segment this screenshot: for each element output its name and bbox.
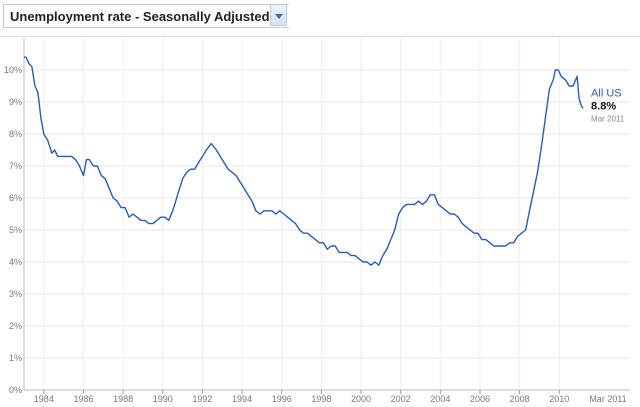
- last-date-label: Mar 2011: [591, 114, 625, 123]
- series-name-label: All US: [591, 87, 622, 99]
- x-tick-label: 1996: [272, 394, 292, 404]
- y-tick-label: 10%: [4, 65, 22, 75]
- y-tick-label: 3%: [9, 289, 22, 299]
- chart-title: Unemployment rate - Seasonally Adjusted: [10, 8, 270, 24]
- x-tick-label: 1998: [311, 394, 331, 404]
- series-line[interactable]: [24, 56, 584, 266]
- y-tick-label: 0%: [9, 385, 22, 395]
- x-end-label: Mar 2011: [589, 394, 626, 404]
- x-tick-label: 1990: [153, 394, 173, 404]
- y-tick-label: 2%: [9, 321, 22, 331]
- x-tick-label: 1988: [113, 394, 133, 404]
- metric-selector[interactable]: Unemployment rate - Seasonally Adjusted …: [3, 4, 289, 28]
- x-tick-label: 2002: [391, 394, 411, 404]
- y-tick-label: 6%: [9, 193, 22, 203]
- metric-dropdown-button[interactable]: [270, 4, 287, 26]
- y-tick-label: 9%: [9, 97, 22, 107]
- y-axis: 0% 1% 2% 3% 4% 5% 6% 7% 8% 9% 10%: [4, 65, 22, 395]
- x-tick-label: 1986: [73, 394, 93, 404]
- x-tick-label: 2010: [549, 394, 569, 404]
- x-axis: 1984 1986 1988 1990 1992 1994 1996 1998 2000 2002…: [34, 390, 627, 404]
- y-tick-label: 7%: [9, 161, 22, 171]
- x-tick-label: 2000: [351, 394, 371, 404]
- chevron-down-icon: [275, 14, 283, 19]
- chart-grid: [23, 38, 630, 391]
- y-tick-label: 5%: [9, 225, 22, 235]
- y-tick-label: 4%: [9, 257, 22, 267]
- series-layer: [24, 56, 584, 266]
- chart-header: Unemployment rate - Seasonally Adjusted …: [0, 0, 640, 37]
- x-tick-label: 2008: [510, 394, 530, 404]
- x-tick-label: 1994: [232, 394, 252, 404]
- y-tick-label: 8%: [9, 129, 22, 139]
- x-tick-label: 2004: [430, 394, 450, 404]
- last-value-label: 8.8%: [591, 100, 616, 112]
- x-tick-label: 1992: [192, 394, 212, 404]
- y-tick-label: 1%: [9, 353, 22, 363]
- x-tick-label: 2006: [470, 394, 490, 404]
- x-tick-label: 1984: [34, 394, 54, 404]
- end-labels: All US 8.8% Mar 2011: [591, 87, 625, 123]
